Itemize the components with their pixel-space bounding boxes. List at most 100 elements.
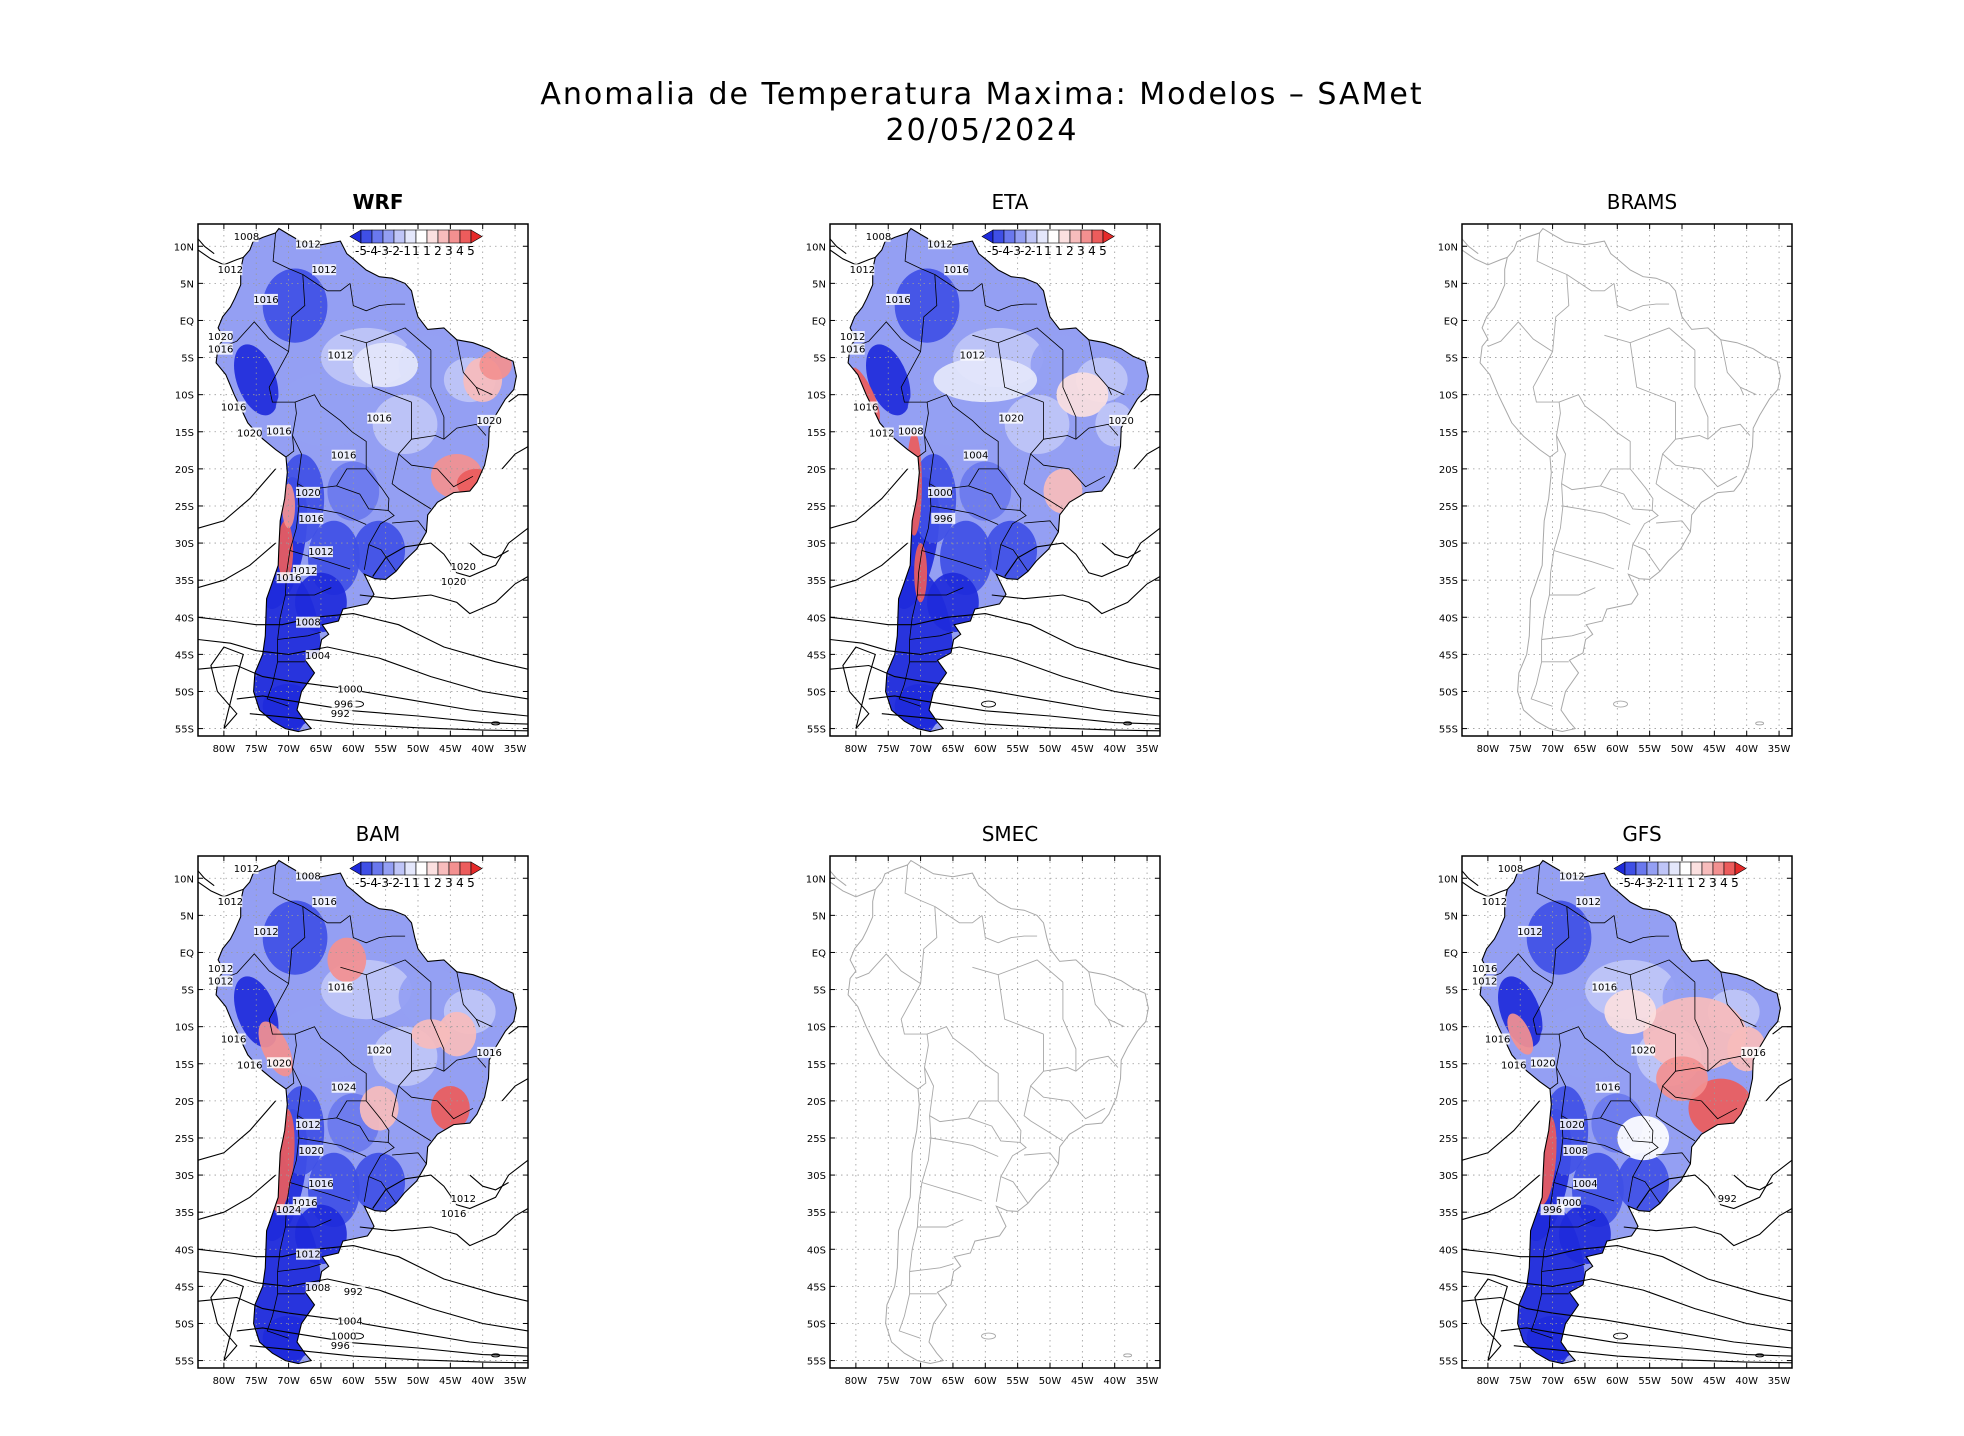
lon-tick-label: 55W: [1638, 744, 1661, 755]
political-boundary: [898, 483, 932, 707]
political-boundary: [1604, 959, 1696, 983]
political-boundary: [476, 1018, 493, 1028]
lat-tick-label: 5N: [1444, 911, 1458, 922]
isobar-label: 1016: [853, 403, 878, 414]
map-frame: [1462, 224, 1792, 736]
political-boundary: [1694, 350, 1709, 440]
isobar-label: 1000: [337, 684, 362, 695]
lat-tick-label: 55S: [1439, 1357, 1458, 1368]
axis-ticks: 10N 5N EQ 5S 10S 15S 20S 25S 30S 35S 40S 45S 50S 55S 8…: [1438, 224, 1792, 755]
colorbar-label: 1: [412, 244, 420, 258]
political-boundary: [921, 550, 983, 570]
political-boundary: [1062, 982, 1077, 1072]
coastline: [847, 859, 1149, 1365]
political-boundary: [1707, 1055, 1751, 1072]
political-boundary: [1062, 350, 1077, 440]
colorbar-label: 4: [1720, 876, 1728, 890]
political-boundary: [1562, 1137, 1631, 1157]
isobar-label: 992: [344, 1287, 363, 1298]
political-boundary: [981, 283, 1038, 312]
colorbar-swatch: [382, 229, 395, 244]
lat-tick-label: 5N: [180, 911, 194, 922]
colorbar-swatch: [382, 861, 395, 876]
lon-tick-label: 70W: [1541, 1376, 1564, 1387]
isobar-label: 1004: [1572, 1179, 1597, 1190]
colorbar-label: -3: [1009, 244, 1021, 258]
isobar-label: 1012: [292, 566, 317, 577]
political-boundary: [909, 631, 954, 640]
colorbar-label: -2: [388, 244, 400, 258]
panel-bam: BAM 1012 1008 1012 1012 1016 1012 1012 1016 1016…: [168, 822, 588, 1402]
lon-tick-label: 75W: [877, 744, 900, 755]
political-boundary: [411, 435, 445, 440]
isobar-label: 1012: [850, 265, 875, 276]
lon-tick-label: 75W: [877, 1376, 900, 1387]
colorbar-label: -4: [1630, 876, 1642, 890]
political-boundary: [1088, 339, 1112, 395]
lat-tick-label: 30S: [807, 539, 826, 550]
isobar-label: 1004: [337, 1316, 362, 1327]
colorbar-swatch: [1723, 861, 1736, 876]
colorbar-label: 2: [434, 244, 442, 258]
lat-tick-label: 30S: [175, 1171, 194, 1182]
political-boundary: [268, 351, 297, 458]
political-boundary: [1604, 327, 1696, 351]
colorbar-swatch: [448, 229, 461, 244]
lon-tick-label: 40W: [471, 744, 494, 755]
lat-tick-label: 35S: [175, 576, 194, 587]
political-boundary: [430, 982, 445, 1072]
isobar-label: 1012: [295, 1250, 320, 1261]
lat-tick-label: 40S: [807, 1245, 826, 1256]
lat-tick-label: 5S: [181, 354, 194, 365]
lat-tick-label: 55S: [807, 725, 826, 736]
colorbar-swatch: [437, 229, 450, 244]
falkland-islands: [981, 1332, 996, 1340]
lon-tick-label: 35W: [1136, 744, 1159, 755]
political-boundary: [277, 1263, 322, 1272]
colorbar-swatch: [360, 229, 373, 244]
political-boundary: [349, 283, 406, 312]
political-boundary: [1562, 505, 1631, 525]
isobar-label: 992: [331, 709, 350, 720]
colorbar-gfs: -5 -4 -3 -2 -1 1 1 2 3 4 5: [1613, 861, 1747, 890]
lon-tick-label: 70W: [277, 1376, 300, 1387]
colorbar-swatch: [992, 229, 1005, 244]
lat-tick-label: 15S: [807, 428, 826, 439]
lon-tick-label: 60W: [974, 744, 997, 755]
political-boundary: [917, 587, 964, 596]
political-boundary: [368, 1142, 395, 1177]
colorbar-swatch: [1058, 229, 1071, 244]
lat-tick-label: 20S: [1439, 465, 1458, 476]
lon-tick-label: 55W: [1638, 1376, 1661, 1387]
lon-tick-label: 50W: [1039, 744, 1062, 755]
lat-tick-label: 55S: [175, 1357, 194, 1368]
lat-tick-label: 5S: [1445, 354, 1458, 365]
political-boundary: [904, 232, 938, 352]
lon-tick-label: 50W: [407, 744, 430, 755]
isobar-label: 1008: [295, 871, 320, 882]
colorbar-label: 5: [1099, 244, 1107, 258]
colorbar-label: 3: [1709, 876, 1717, 890]
colorbar-label: -4: [998, 244, 1010, 258]
colorbar-bam: -5 -4 -3 -2 -1 1 1 2 3 4 5: [349, 861, 483, 890]
lon-tick-label: 60W: [974, 1376, 997, 1387]
isobar-label: 1016: [276, 573, 301, 584]
lat-tick-label: 50S: [807, 687, 826, 698]
colorbar-label: -1: [1663, 876, 1675, 890]
axis-ticks: 10N 5N EQ 5S 10S 15S 20S 25S 30S 35S 40S 45S 50S 55S 8…: [174, 856, 528, 1387]
panel-title-eta: ETA: [991, 190, 1029, 214]
colorbar-swatch: [393, 229, 406, 244]
lat-tick-label: 20S: [1439, 1097, 1458, 1108]
colorbar-label: -5: [1619, 876, 1631, 890]
figure-date: 20/05/2024: [885, 113, 1079, 148]
isobar-label: 1000: [1556, 1198, 1581, 1209]
isobar-label: 1016: [1501, 1060, 1526, 1071]
lat-tick-label: 30S: [807, 1171, 826, 1182]
political-boundary: [1740, 386, 1757, 396]
lon-tick-label: 35W: [504, 744, 527, 755]
lat-tick-label: 45S: [1439, 650, 1458, 661]
political-boundary: [1701, 468, 1738, 488]
lat-tick-label: 30S: [175, 539, 194, 550]
graticule: [198, 224, 528, 736]
isobar-label: 1012: [960, 351, 985, 362]
